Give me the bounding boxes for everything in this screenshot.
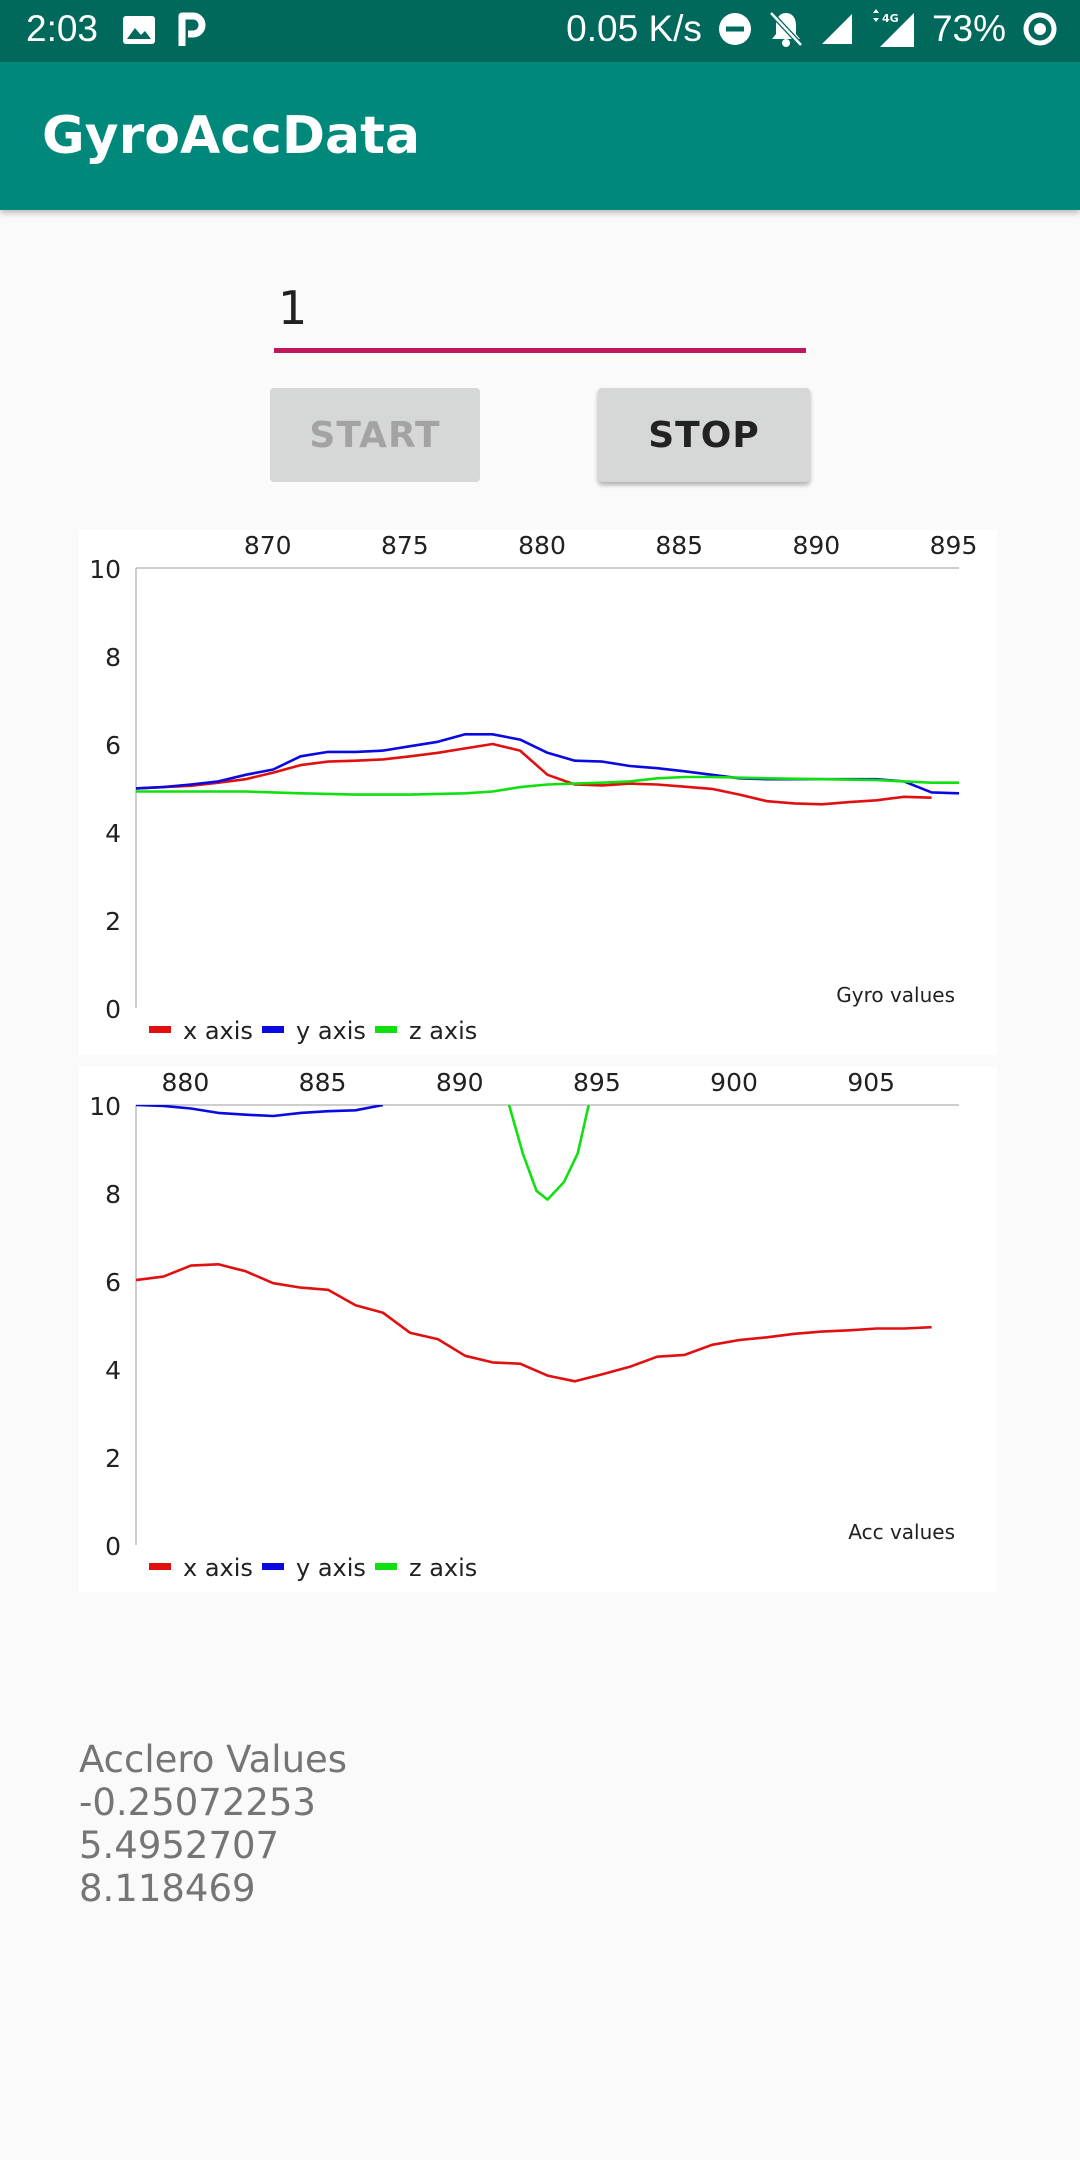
- accelero-values-panel: Acclero Values -0.25072253 5.4952707 8.1…: [79, 1738, 347, 1910]
- x-tick-label: 905: [847, 1068, 895, 1097]
- chart-description: Acc values: [848, 1520, 955, 1544]
- legend-label: x axis: [183, 1017, 253, 1045]
- x-tick-label: 885: [299, 1068, 347, 1097]
- app-title: GyroAccData: [42, 106, 421, 166]
- gyro-chart-svg: 0 2 4 6 8 10 870 875 880 885 890 895 Gyro values x ax…: [89, 531, 978, 1045]
- y-tick-label: 10: [89, 1092, 121, 1121]
- x-tick-label: 880: [162, 1068, 210, 1097]
- x-tick-label: 880: [518, 531, 566, 560]
- x-tick-label: 875: [381, 531, 429, 560]
- signal-icon: [820, 12, 854, 46]
- app-bar: GyroAccData: [0, 62, 1080, 210]
- input-underline: [274, 348, 806, 353]
- parking-icon: [178, 12, 206, 53]
- y-tick-label: 10: [89, 555, 121, 584]
- svg-text:4G: 4G: [882, 12, 899, 25]
- stop-button[interactable]: STOP: [598, 388, 810, 482]
- z-axis-line: [136, 775, 959, 796]
- y-tick-label: 8: [105, 643, 121, 672]
- legend-label: x axis: [183, 1554, 253, 1582]
- legend-swatch: [375, 1026, 397, 1033]
- y-tick-label: 4: [105, 1356, 121, 1385]
- legend-swatch: [262, 1563, 284, 1570]
- status-right: 0.05 K/s 4G 73%: [566, 8, 1058, 50]
- series-group: [136, 733, 959, 806]
- series-group: [136, 1105, 932, 1383]
- signal-4g-icon: 4G: [870, 9, 916, 49]
- battery-percent: 73%: [931, 8, 1006, 49]
- accelero-title: Acclero Values: [79, 1738, 348, 1781]
- legend-swatch: [149, 1563, 171, 1570]
- y-tick-label: 0: [105, 1532, 121, 1561]
- x-tick-label: 895: [930, 531, 978, 560]
- acc-chart[interactable]: 0 2 4 6 8 10 880 885 890 895 900 905 Acc values x axi…: [79, 1067, 997, 1592]
- y-tick-label: 6: [105, 731, 121, 760]
- legend-swatch: [262, 1026, 284, 1033]
- y-tick-label: 8: [105, 1180, 121, 1209]
- x-tick-label: 870: [244, 531, 292, 560]
- x-tick-label: 885: [655, 531, 703, 560]
- network-speed: 0.05 K/s: [566, 8, 702, 49]
- legend-swatch: [149, 1026, 171, 1033]
- number-input[interactable]: [274, 268, 810, 348]
- y-tick-label: 6: [105, 1268, 121, 1297]
- z-axis-line: [507, 1105, 590, 1201]
- number-input-container: [274, 268, 810, 354]
- x-axis-line: [136, 742, 932, 806]
- bell-off-icon: [768, 10, 804, 48]
- legend-label: y axis: [296, 1017, 366, 1045]
- status-time: 2:03: [26, 8, 99, 49]
- x-tick-label: 890: [792, 531, 840, 560]
- gyro-chart[interactable]: 0 2 4 6 8 10 870 875 880 885 890 895 Gyro values x ax…: [79, 530, 997, 1055]
- acc-chart-svg: 0 2 4 6 8 10 880 885 890 895 900 905 Acc values x axi…: [89, 1068, 959, 1582]
- accelero-x-value: -0.25072253: [79, 1781, 316, 1824]
- legend-label: z axis: [409, 1017, 477, 1045]
- status-bar: 2:03 0.05 K/s 4G 73%: [0, 0, 1080, 62]
- y-axis-line: [136, 1105, 384, 1118]
- y-tick-label: 2: [105, 907, 121, 936]
- legend-label: y axis: [296, 1554, 366, 1582]
- y-tick-label: 4: [105, 819, 121, 848]
- y-tick-label: 2: [105, 1444, 121, 1473]
- x-tick-label: 895: [573, 1068, 621, 1097]
- legend-swatch: [375, 1563, 397, 1570]
- accelero-y-value: 5.4952707: [79, 1824, 280, 1867]
- image-icon: [122, 14, 156, 51]
- battery-saver-icon: [1022, 11, 1058, 47]
- legend-label: z axis: [409, 1554, 477, 1582]
- x-axis-line: [136, 1263, 932, 1383]
- start-button[interactable]: START: [270, 388, 480, 482]
- x-tick-label: 900: [710, 1068, 758, 1097]
- notification-icons: [122, 12, 206, 52]
- y-tick-label: 0: [105, 995, 121, 1024]
- chart-description: Gyro values: [836, 983, 955, 1007]
- accelero-z-value: 8.118469: [79, 1867, 256, 1910]
- minus-circle-icon: [718, 12, 752, 46]
- x-tick-label: 890: [436, 1068, 484, 1097]
